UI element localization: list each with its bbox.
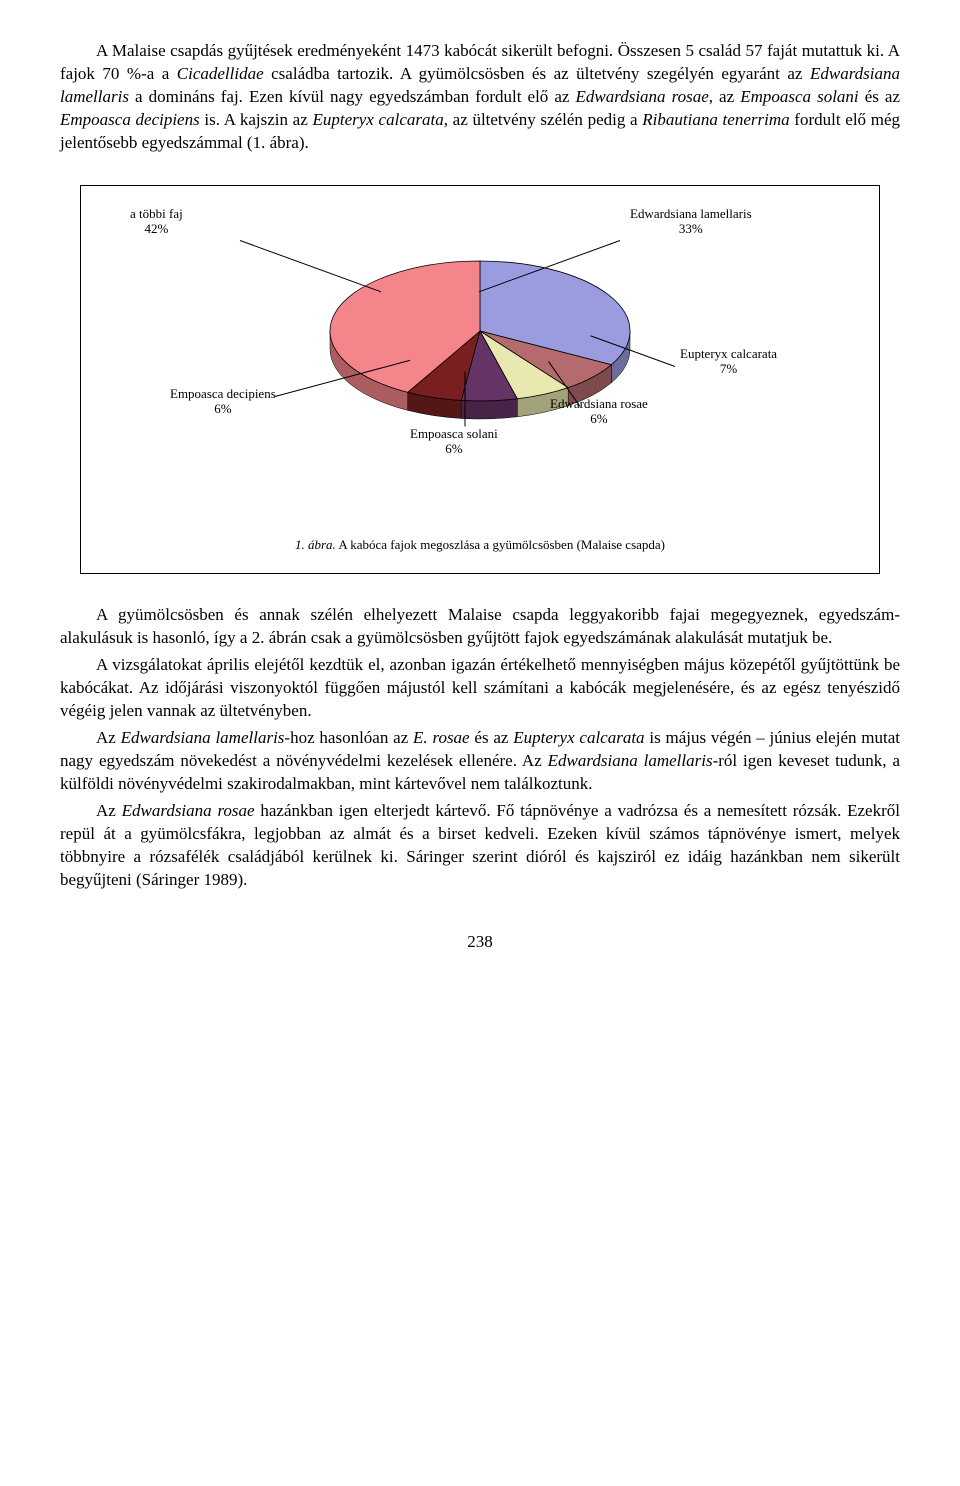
species-name: Edwardsiana rosae <box>576 87 709 106</box>
species-name: E. rosae <box>413 728 470 747</box>
paragraph-2: A gyümölcsösben és annak szélén elhelyez… <box>60 604 900 650</box>
species-name: Eupteryx calcarata <box>513 728 644 747</box>
species-name: Empoasca decipiens <box>60 110 200 129</box>
text: , az <box>709 87 740 106</box>
figure-1-container: a többi faj 42% Edwardsiana lamellaris 3… <box>80 185 880 575</box>
species-name: Edwardsiana lamellaris <box>121 728 285 747</box>
figure-1-caption: 1. ábra. A kabóca fajok megoszlása a gyü… <box>101 536 859 554</box>
species-name: Ribautiana tenerrima <box>642 110 789 129</box>
pie-label-decipiens: Empoasca decipiens 6% <box>170 386 276 417</box>
pie-label-calcarata: Eupteryx calcarata 7% <box>680 346 777 377</box>
species-name: Edwardsiana rosae <box>122 801 255 820</box>
pie-label-rosae: Edwardsiana rosae 6% <box>550 396 648 427</box>
leader-line <box>465 371 466 426</box>
paragraph-3: A vizsgálatokat április elejétől kezdtük… <box>60 654 900 723</box>
paragraph-4: Az Edwardsiana lamellaris-hoz hasonlóan … <box>60 727 900 796</box>
text: is. A kajszin az <box>200 110 313 129</box>
paragraph-5: Az Edwardsiana rosae hazánkban igen elte… <box>60 800 900 892</box>
species-name: Eupteryx calcarata <box>312 110 443 129</box>
pie-label-lamellaris: Edwardsiana lamellaris 33% <box>630 206 752 237</box>
pie-label-solani: Empoasca solani 6% <box>410 426 498 457</box>
text: Az <box>96 728 121 747</box>
text: A gyümölcsösben és annak szélén elhelyez… <box>60 605 900 647</box>
text: A vizsgálatokat április elejétől kezdtük… <box>60 655 900 720</box>
page-number: 238 <box>60 931 900 954</box>
text: családba tartozik. A gyümölcsösben és az… <box>264 64 810 83</box>
text: és az <box>470 728 514 747</box>
paragraph-1: A Malaise csapdás gyűjtések eredményekén… <box>60 40 900 155</box>
text: és az <box>859 87 900 106</box>
species-name: Cicadellidae <box>177 64 264 83</box>
text: -hoz hasonlóan az <box>284 728 413 747</box>
pie-label-others: a többi faj 42% <box>130 206 183 237</box>
species-name: Edwardsiana lamellaris <box>548 751 713 770</box>
text: a domináns faj. Ezen kívül nagy egyedszá… <box>129 87 576 106</box>
text: , az ültetvény szélén pedig a <box>444 110 643 129</box>
text: Az <box>96 801 122 820</box>
pie-chart-area: a többi faj 42% Edwardsiana lamellaris 3… <box>160 216 800 476</box>
species-name: Empoasca solani <box>740 87 858 106</box>
